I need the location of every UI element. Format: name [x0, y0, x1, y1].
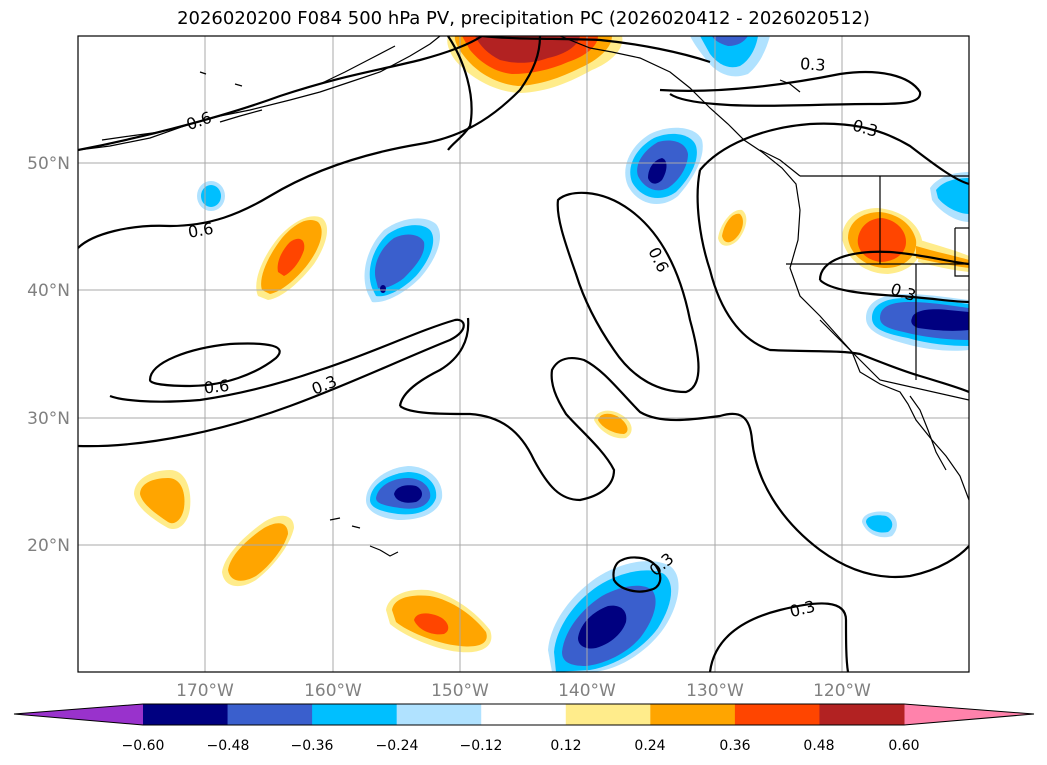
map-frame	[77, 35, 970, 673]
contour-label: 0.6	[203, 376, 230, 398]
colorbar-ticks: −0.60 −0.48 −0.36 −0.24 −0.12 0.12 0.24 …	[122, 738, 920, 754]
precip-feature	[222, 515, 294, 587]
colorbar-bin	[565, 704, 651, 725]
map-title: 2026020200 F084 500 hPa PV, precipitatio…	[177, 8, 870, 29]
colorbar-tick-label: −0.48	[207, 738, 250, 754]
colorbar-bin	[312, 704, 398, 725]
lon-labels: 170°W 160°W 150°W 140°W 130°W 120°W	[176, 681, 871, 701]
colorbar-bin	[481, 704, 567, 725]
precip-fill-layer	[134, 36, 969, 672]
colorbar-tick-label: −0.12	[460, 738, 503, 754]
lat-label: 20°N	[27, 536, 70, 556]
colorbar-bin	[143, 704, 229, 725]
precip-feature	[366, 466, 443, 520]
graticule	[78, 36, 969, 672]
precip-feature	[548, 561, 679, 672]
precip-feature	[364, 218, 441, 303]
colorbar-tick-label: 0.12	[550, 738, 581, 754]
lon-label: 170°W	[176, 681, 234, 701]
lon-label: 150°W	[431, 681, 489, 701]
lon-label: 160°W	[304, 681, 362, 701]
lon-label: 120°W	[813, 681, 871, 701]
precip-feature	[718, 209, 747, 246]
colorbar-bin	[396, 704, 482, 725]
lat-label: 30°N	[27, 409, 70, 429]
precip-feature	[197, 181, 225, 211]
colorbar-extend-above	[904, 704, 1034, 725]
lon-label: 130°W	[686, 681, 744, 701]
map-background	[78, 36, 969, 672]
colorbar-tick-label: −0.36	[291, 738, 334, 754]
precip-feature	[842, 208, 969, 274]
colorbar-bins	[143, 704, 905, 725]
colorbar-tick-label: 0.48	[803, 738, 834, 754]
precip-feature	[386, 589, 492, 653]
precip-feature	[134, 470, 191, 530]
colorbar-bin	[819, 704, 905, 725]
map-contents: 0.6 0.6 0.6 0.6 0.3 0.3 0.3 0.3 0.3 0.3	[78, 36, 969, 672]
precip-feature	[866, 294, 969, 351]
precip-feature	[862, 511, 897, 538]
precip-feature	[625, 127, 703, 205]
contour-label: 0.6	[187, 219, 215, 242]
pv-contours	[78, 36, 969, 672]
lat-label: 40°N	[27, 281, 70, 301]
lon-label: 140°W	[558, 681, 616, 701]
colorbar-tick-label: −0.24	[376, 738, 419, 754]
colorbar-tick-label: −0.60	[122, 738, 165, 754]
colorbar-bin	[734, 704, 820, 725]
colorbar-tick-label: 0.60	[888, 738, 919, 754]
lat-label: 50°N	[27, 154, 70, 174]
colorbar-tick-label: 0.36	[719, 738, 750, 754]
colorbar-tick-label: 0.24	[634, 738, 665, 754]
colorbar: −0.60 −0.48 −0.36 −0.24 −0.12 0.12 0.24 …	[13, 703, 1035, 754]
colorbar-bin	[227, 704, 313, 725]
coastlines	[78, 36, 969, 557]
precip-feature	[930, 172, 969, 222]
colorbar-extend-below	[14, 704, 143, 725]
precip-feature	[256, 216, 328, 300]
lat-labels: 50°N 40°N 30°N 20°N	[27, 154, 70, 556]
colorbar-outline	[13, 703, 1035, 726]
contour-label: 0.3	[799, 54, 826, 75]
colorbar-bin	[650, 704, 736, 725]
